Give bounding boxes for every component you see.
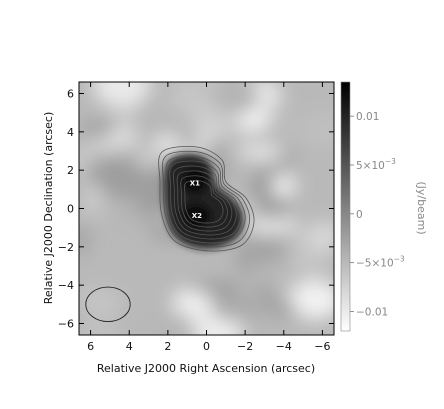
colorbar-tick-label: 5×10−3: [356, 157, 396, 172]
x-tick-label: −6: [314, 340, 330, 353]
y-tick-label: −2: [58, 241, 74, 254]
contours: [158, 146, 255, 252]
x-tick-label: −2: [237, 340, 253, 353]
contour-level: [180, 175, 228, 228]
y-tick-label: −4: [58, 279, 74, 292]
noise-blob: [271, 174, 296, 199]
noise-blob: [79, 120, 114, 138]
x-tick-label: −4: [276, 340, 292, 353]
noise-blob: [79, 182, 106, 216]
noise-blob: [273, 111, 309, 143]
contour-level: [158, 146, 255, 252]
colorbar-gradient: [340, 81, 351, 332]
x-tick-label: 2: [164, 340, 171, 353]
noise-blob: [306, 222, 334, 251]
noise-blob: [208, 291, 270, 322]
colorbar-label: (Jy/beam): [415, 181, 428, 234]
contour-level: [161, 150, 251, 248]
noise-blob: [236, 141, 283, 163]
noise-blob: [172, 82, 220, 93]
noise-blob: [151, 135, 183, 154]
y-ticks: −6 −4 −2 0 2 4 6: [58, 88, 334, 331]
x-tick-label: 0: [203, 340, 210, 353]
y-tick-label: 0: [67, 203, 74, 216]
y-tick-label: 2: [67, 164, 74, 177]
y-tick-label: 4: [67, 126, 74, 139]
x-tick-label: 4: [126, 340, 133, 353]
noise-blob: [174, 291, 214, 311]
x-ticks: 6 4 2 0 −2 −4 −6: [87, 82, 331, 353]
colorbar-tick-exponent: −3: [394, 255, 405, 264]
y-tick-label: −6: [58, 318, 74, 331]
noise-blob: [79, 308, 121, 335]
colorbar-tick-label: −0.01: [356, 306, 388, 318]
x-axis-label: Relative J2000 Right Ascension (arcsec): [97, 362, 315, 375]
noise-blob: [288, 280, 334, 320]
contour-level: [172, 165, 237, 236]
contour-level: [165, 155, 246, 244]
colorbar-tick-label: 0: [356, 209, 363, 221]
beam-ellipse: [85, 286, 131, 323]
source-labels: X1 X2: [190, 180, 202, 221]
source-label: X2: [192, 212, 202, 220]
colorbar-tick-exponent: −3: [385, 157, 396, 166]
noise-blob: [303, 112, 334, 148]
noise-blob: [212, 83, 260, 113]
contour-level: [184, 180, 224, 224]
colorbar-tick-label: 0.01: [356, 111, 379, 123]
colorbar-tick-label: −5×10−3: [356, 255, 405, 270]
colorbar-ticks: 0.01 5×10−3 0 −5×10−3 −0.01: [350, 111, 405, 318]
noise-blob: [130, 103, 191, 142]
noise-blob: [139, 310, 196, 335]
y-tick-label: 6: [67, 88, 74, 101]
noise-blob: [79, 224, 92, 256]
intensity-map: X1 X2: [79, 82, 334, 335]
colorbar: 0.01 5×10−3 0 −5×10−3 −0.01 (Jy/beam): [340, 81, 428, 332]
noise-blob: [240, 217, 301, 235]
x-tick-label: 6: [87, 340, 94, 353]
source-label: X1: [190, 180, 200, 188]
contour-level: [176, 170, 233, 232]
contour-level: [169, 160, 242, 240]
y-axis-label: Relative J2000 Declination (arcsec): [42, 112, 55, 304]
noise-blob: [79, 143, 113, 162]
noise-blob: [93, 82, 151, 109]
